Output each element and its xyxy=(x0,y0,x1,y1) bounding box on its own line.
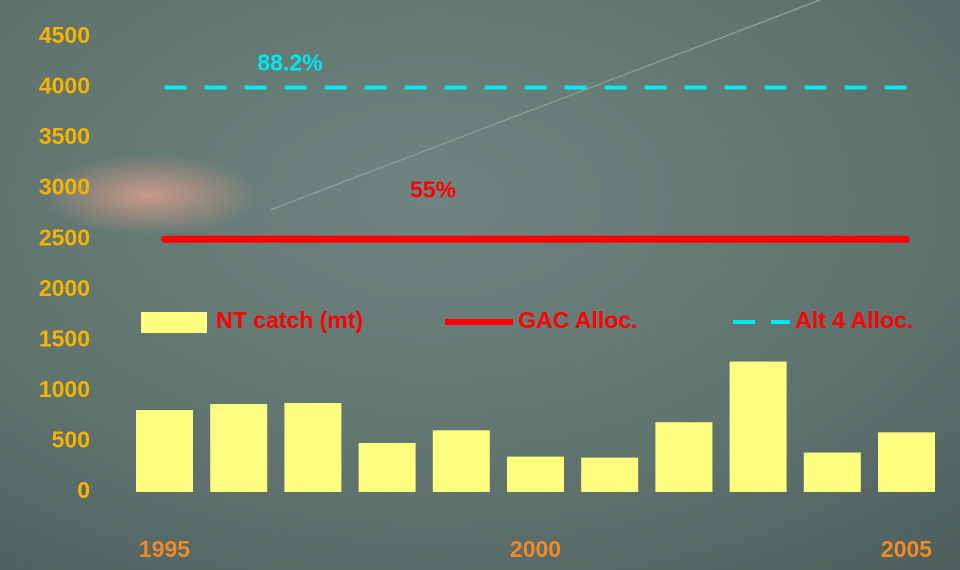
background-photo xyxy=(269,0,821,211)
y-tick-label: 0 xyxy=(77,477,90,503)
y-tick-label: 2000 xyxy=(39,275,90,301)
bar xyxy=(878,432,935,492)
bar xyxy=(655,422,713,492)
background-photo xyxy=(40,155,260,235)
legend-swatch xyxy=(141,312,207,333)
bar xyxy=(803,452,861,492)
legend-label: NT catch (mt) xyxy=(216,307,363,333)
y-tick-label: 1000 xyxy=(39,376,90,402)
y-tick-label: 4500 xyxy=(39,22,90,48)
reference-line-label: 55% xyxy=(410,176,456,202)
bar xyxy=(729,361,787,492)
bar xyxy=(507,456,564,492)
bar xyxy=(581,457,639,492)
legend-label: Alt 4 Alloc. xyxy=(795,307,913,333)
y-tick-label: 4000 xyxy=(39,73,90,99)
bar xyxy=(432,430,490,492)
x-tick-label: 1995 xyxy=(139,536,190,562)
bar xyxy=(284,403,342,492)
y-tick-label: 3500 xyxy=(39,123,90,149)
bar xyxy=(136,410,193,492)
bar xyxy=(210,404,268,492)
bar xyxy=(358,442,416,492)
x-tick-label: 2000 xyxy=(510,536,561,562)
legend-label: GAC Alloc. xyxy=(518,307,637,333)
reference-line-label: 88.2% xyxy=(257,50,322,76)
y-tick-label: 1500 xyxy=(39,325,90,351)
y-tick-label: 2500 xyxy=(39,224,90,250)
y-tick-label: 3000 xyxy=(39,174,90,200)
x-tick-label: 2005 xyxy=(881,536,932,562)
y-tick-label: 500 xyxy=(52,427,90,453)
